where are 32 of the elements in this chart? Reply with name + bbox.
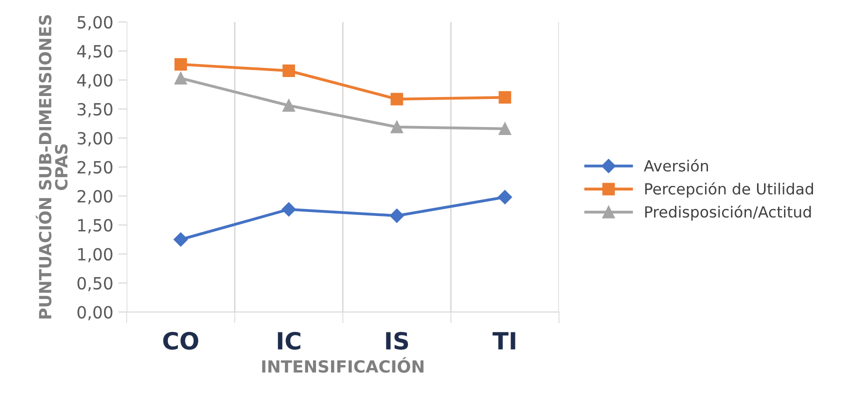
y-tick-label: 2,50 (78, 160, 112, 176)
point (498, 190, 512, 204)
x-tick-label: IS (386, 332, 408, 350)
y-tick-label: 0,50 (77, 276, 112, 292)
x-tick-label: IC (278, 332, 300, 350)
legend-label: Predisposición/Actitud (645, 205, 811, 221)
legend-label: Aversión (644, 159, 708, 172)
point (174, 58, 187, 71)
point (498, 122, 512, 135)
y-tick-label: 1,50 (78, 218, 112, 234)
y-tick-label: 1,00 (78, 248, 112, 262)
y-axis-title: PUNTUACIÓN SUB-DIMENSIONES CPAS (36, 15, 68, 319)
x-tick-label: TI (492, 332, 516, 350)
y-tick-label: 4,50 (77, 44, 112, 60)
point (498, 91, 512, 104)
point (282, 99, 296, 112)
y-tick-label: 4,00 (77, 74, 112, 88)
legend-label: Percepción de Utilidad (645, 182, 813, 198)
point (390, 120, 404, 134)
y-tick-label: 0,00 (77, 306, 112, 320)
y-tick-label: 5,00 (78, 16, 112, 30)
point (282, 202, 296, 216)
point (390, 92, 404, 106)
x-axis-title: INTENSIFICACIÓN (262, 357, 424, 373)
point (174, 72, 187, 85)
point (390, 208, 404, 223)
y-tick-label: 2,00 (78, 190, 112, 204)
y-tick-label: 3,00 (78, 132, 112, 146)
point (282, 64, 296, 77)
point (174, 232, 188, 247)
y-tick-label: 3,50 (78, 102, 112, 118)
x-tick-label: CO (163, 332, 198, 350)
